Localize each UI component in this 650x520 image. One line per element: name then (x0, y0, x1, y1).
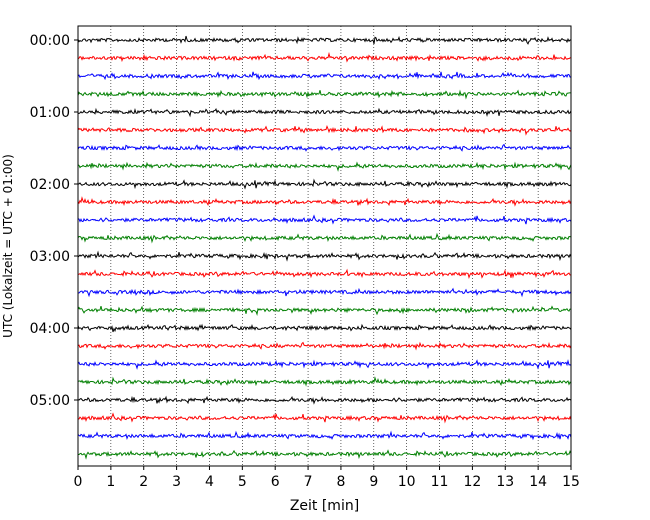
trace-line (77, 359, 572, 370)
trace-line (77, 143, 572, 152)
trace-line (77, 287, 572, 298)
trace-line (77, 214, 572, 225)
y-tick-label: 00:00 (30, 33, 70, 49)
trace-line (77, 412, 572, 424)
trace-line (77, 250, 572, 262)
x-tick-label: 13 (496, 474, 514, 490)
trace-line (77, 449, 572, 460)
y-tick-label: 01:00 (30, 105, 70, 121)
y-axis-label: UTC (Lokalzeit = UTC + 01:00) (1, 154, 15, 338)
x-tick-label: 1 (106, 474, 115, 490)
trace-line (77, 323, 572, 333)
trace-group (77, 35, 572, 460)
trace-line (77, 71, 572, 81)
x-tick-label: 6 (271, 474, 280, 490)
trace-line (77, 395, 572, 405)
trace-line (77, 161, 572, 172)
x-tick-label: 2 (139, 474, 148, 490)
trace-line (77, 124, 572, 136)
x-tick-label: 0 (74, 474, 83, 490)
y-tick-label: 03:00 (30, 249, 70, 265)
x-tick-label: 7 (304, 474, 313, 490)
x-tick-label: 11 (431, 474, 449, 490)
grid-lines (110, 26, 539, 466)
x-tick-label: 9 (369, 474, 378, 490)
x-tick-label: 15 (562, 474, 580, 490)
trace-line (77, 232, 572, 244)
trace-line (77, 178, 572, 190)
trace-line (77, 51, 572, 63)
x-tick-label: 8 (336, 474, 345, 490)
y-axis: 00:00 01:00 02:00 03:00 04:00 05:00 (30, 33, 78, 409)
y-tick-label: 04:00 (30, 321, 70, 337)
plot-frame (77, 25, 572, 467)
x-axis: 0 1 2 3 4 5 6 7 8 9 10 11 12 13 14 15 (74, 466, 580, 490)
trace-line (77, 107, 572, 118)
y-tick-label: 02:00 (30, 177, 70, 193)
x-tick-label: 10 (398, 474, 416, 490)
x-tick-label: 5 (238, 474, 247, 490)
x-tick-label: 12 (463, 474, 481, 490)
x-axis-label: Zeit [min] (290, 498, 359, 514)
trace-line (77, 35, 572, 45)
trace-line (77, 305, 571, 317)
trace-line (77, 430, 572, 441)
x-tick-label: 3 (172, 474, 181, 490)
trace-line (77, 196, 572, 207)
trace-line (77, 268, 572, 280)
trace-line (77, 89, 572, 100)
y-tick-label: 05:00 (30, 393, 70, 409)
x-tick-label: 14 (529, 474, 547, 490)
trace-line (77, 341, 572, 351)
x-tick-label: 4 (205, 474, 214, 490)
trace-line (77, 376, 572, 387)
